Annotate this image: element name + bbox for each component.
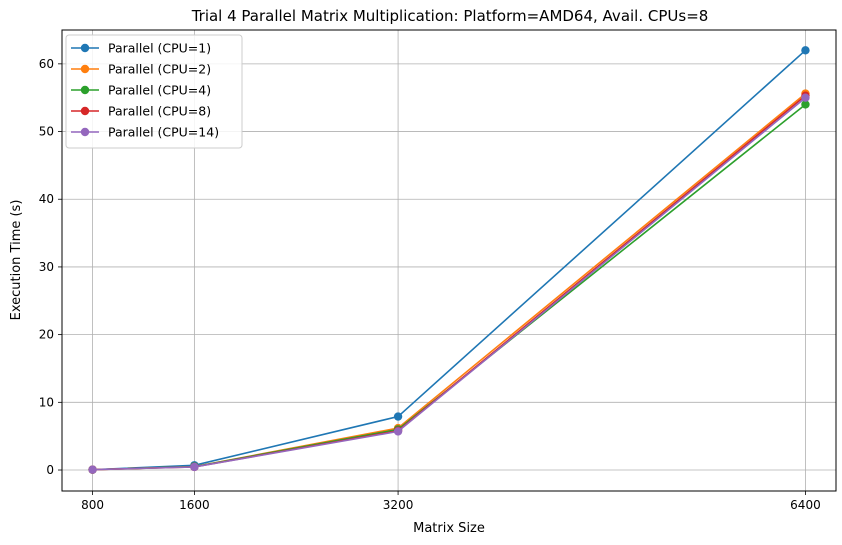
legend-label: Parallel (CPU=2) [108, 62, 211, 77]
series-line [92, 103, 806, 471]
series-line [92, 93, 806, 471]
data-point [801, 46, 810, 55]
legend-label: Parallel (CPU=14) [108, 125, 219, 140]
y-tick-label: 0 [46, 463, 54, 477]
data-point [393, 412, 403, 421]
series-line [92, 95, 806, 471]
legend-box [65, 34, 243, 149]
legend-swatch-marker [80, 106, 90, 116]
y-axis: 0 10 20 30 40 50 60 [39, 57, 62, 477]
y-tick-label: 50 [39, 125, 54, 139]
legend-label: Parallel (CPU=4) [108, 83, 211, 98]
data-point [393, 427, 403, 436]
data-point [190, 462, 199, 472]
data-point [801, 100, 810, 109]
x-axis-label: Matrix Size [413, 521, 485, 536]
chart-title: Trial 4 Parallel Matrix Multiplication: … [191, 7, 709, 25]
x-tick-label: 1600 [179, 498, 210, 512]
series-layer [88, 46, 810, 474]
legend-label: Parallel (CPU=1) [108, 41, 211, 56]
x-axis: 800 1600 3200 6400 [81, 491, 821, 512]
x-tick-label: 800 [81, 498, 104, 512]
series-line [92, 97, 806, 471]
legend-swatch-marker [80, 64, 90, 74]
legend-swatch-marker [80, 43, 90, 53]
legend-swatch-marker [80, 85, 90, 95]
y-tick-label: 60 [39, 57, 54, 71]
plot-area [61, 29, 837, 492]
legend-label: Parallel (CPU=8) [108, 104, 211, 119]
y-tick-label: 10 [39, 395, 54, 409]
x-tick-label: 6400 [790, 498, 821, 512]
data-point [88, 465, 97, 474]
x-tick-label: 3200 [383, 498, 414, 512]
y-tick-label: 20 [39, 328, 54, 342]
y-tick-label: 40 [39, 192, 54, 206]
legend-swatch-marker [80, 127, 90, 137]
y-axis-label: Execution Time (s) [9, 200, 24, 321]
y-tick-label: 30 [39, 260, 54, 274]
data-point [801, 93, 810, 102]
legend: Parallel (CPU=1) Parallel (CPU=2) Parallel… [65, 34, 243, 149]
